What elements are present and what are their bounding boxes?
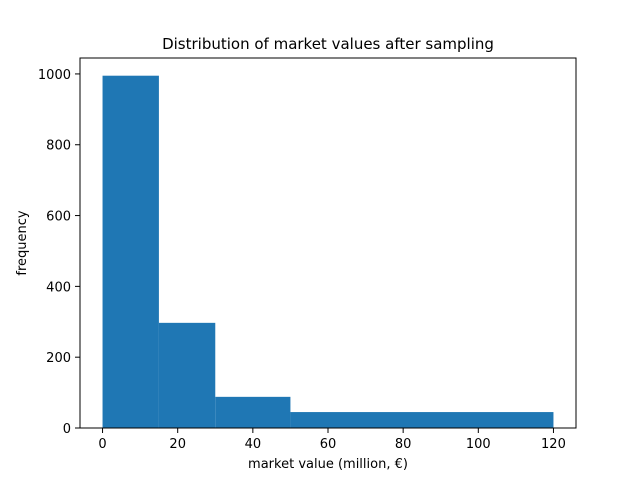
x-tick-label-4: 80 <box>395 437 412 452</box>
histogram-bar-0 <box>102 75 159 429</box>
histogram-bar-1 <box>158 322 216 428</box>
x-axis-label: market value (million, €) <box>248 457 408 472</box>
x-tick-label-6: 120 <box>541 437 566 452</box>
x-axis-ticks: 0 20 40 60 80 100 120 <box>98 428 566 452</box>
x-tick-label-5: 100 <box>466 437 491 452</box>
y-tick-label-1: 200 <box>46 351 71 366</box>
y-axis-label: frequency <box>15 210 30 276</box>
x-tick-label-0: 0 <box>98 437 106 452</box>
x-tick-label-3: 60 <box>320 437 337 452</box>
y-tick-label-4: 800 <box>46 139 71 154</box>
chart-title: Distribution of market values after samp… <box>162 35 494 53</box>
bars-group <box>102 75 554 429</box>
y-tick-label-0: 0 <box>63 422 71 437</box>
x-tick-label-2: 40 <box>245 437 262 452</box>
y-axis-ticks: 0 200 400 600 800 1000 <box>38 68 80 437</box>
histogram-bar-3 <box>290 412 554 428</box>
y-tick-label-5: 1000 <box>38 68 71 83</box>
histogram-bar-2 <box>215 396 291 428</box>
x-tick-label-1: 20 <box>169 437 186 452</box>
y-tick-label-3: 600 <box>46 210 71 225</box>
y-tick-label-2: 400 <box>46 280 71 295</box>
